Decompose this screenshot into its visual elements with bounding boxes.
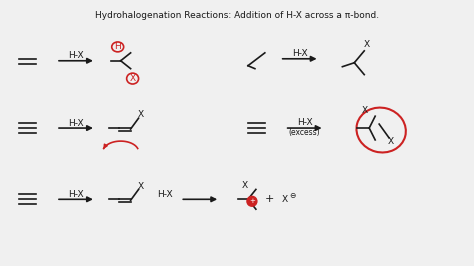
Text: X: X [242, 181, 248, 190]
Text: X: X [388, 138, 394, 146]
Text: X: X [137, 182, 144, 191]
Text: H-X: H-X [68, 119, 84, 128]
Text: +: + [265, 194, 274, 204]
Text: (excess): (excess) [289, 128, 320, 138]
Text: X: X [362, 106, 368, 115]
Text: H-X: H-X [292, 49, 308, 58]
Text: Hydrohalogenation Reactions: Addition of H-X across a π-bond.: Hydrohalogenation Reactions: Addition of… [95, 11, 379, 20]
Text: +: + [249, 198, 255, 204]
Circle shape [247, 196, 257, 206]
Text: X: X [364, 40, 370, 49]
Text: H: H [114, 42, 121, 51]
Text: ⊖: ⊖ [290, 191, 296, 200]
Text: H-X: H-X [158, 190, 173, 199]
Text: X: X [282, 195, 288, 204]
Text: H-X: H-X [68, 51, 84, 60]
Text: H-X: H-X [68, 190, 84, 199]
Text: X: X [129, 74, 136, 83]
Text: H-X: H-X [297, 118, 312, 127]
Text: X: X [137, 110, 144, 119]
